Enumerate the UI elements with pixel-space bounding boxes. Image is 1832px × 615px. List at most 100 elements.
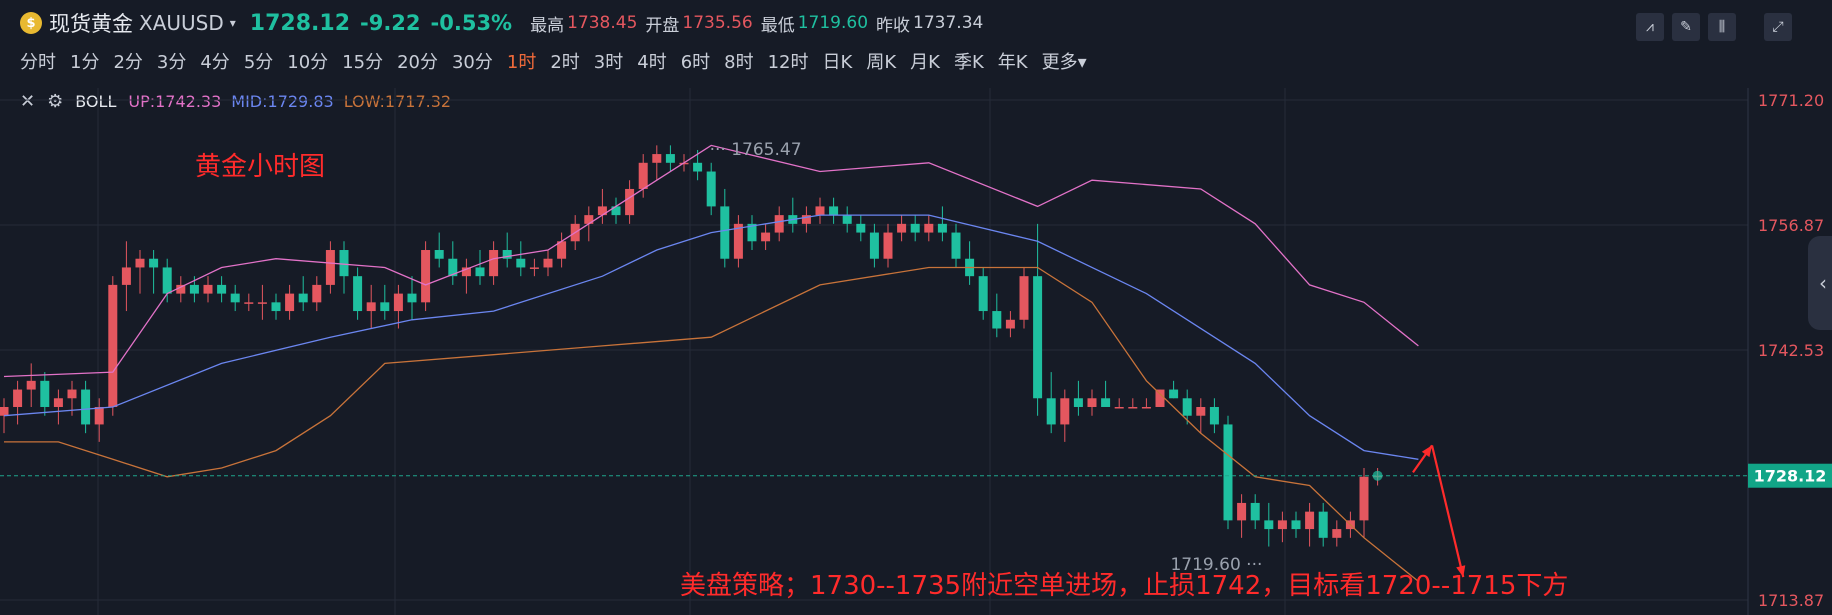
candle-body	[529, 267, 539, 269]
timeframe-tab[interactable]: 5分	[243, 52, 274, 73]
symbol-dropdown-icon[interactable]: ▾	[229, 16, 236, 30]
open-label: 开盘	[645, 15, 680, 36]
candle-body	[856, 223, 866, 233]
candle-style-icon[interactable]: ⫼	[1708, 13, 1736, 41]
current-price-dot	[1372, 470, 1383, 481]
gear-icon[interactable]: ⚙	[47, 90, 64, 112]
low-label: 最低	[760, 15, 795, 36]
candle-body	[271, 302, 281, 312]
candle-body	[665, 154, 675, 163]
chart-tools-icon[interactable]: ⩘	[1636, 13, 1664, 41]
current-price-tick: 1728.12	[1754, 467, 1827, 486]
candle-body	[978, 276, 988, 312]
boll-upper-line	[3, 144, 1419, 378]
price-change: -9.22	[360, 11, 421, 35]
boll-low-value: LOW:1717.32	[343, 91, 452, 111]
candle-body	[992, 311, 1002, 329]
timeframe-tab[interactable]: 1时	[506, 52, 537, 73]
candle-body	[475, 267, 485, 277]
candle-body	[829, 206, 839, 216]
down-arrow-head	[1456, 565, 1466, 578]
timeframe-bar: 分时 1分 2分 3分 4分 5分 10分 15分 20分 30分 1时 2时 3时 4时 6时 8时 12时日…	[20, 48, 1101, 74]
high-label: 最高	[530, 15, 565, 36]
candle-body	[638, 162, 648, 189]
side-panel-toggle-icon[interactable]: ‹	[1808, 236, 1832, 330]
candle-body	[1046, 398, 1056, 425]
quote-row: $ 现货黄金 XAUUSD ▾ 1728.12 -9.22 -0.53% 最高 …	[20, 8, 983, 38]
timeframe-tab[interactable]: 15分	[342, 52, 384, 73]
chart-title-annotation: 黄金小时图	[195, 152, 326, 182]
price-tick-label: 1713.87	[1758, 591, 1824, 610]
candle-body	[1305, 511, 1315, 530]
timeframe-tab[interactable]: 10分	[287, 52, 329, 73]
timeframe-tab[interactable]: 3分	[156, 52, 187, 73]
min-price-label: 1719.60 ···	[1170, 555, 1262, 575]
candle-body	[516, 258, 526, 268]
low-value: 1719.60	[797, 13, 869, 33]
candle-body	[149, 258, 159, 268]
timeframe-tab[interactable]: 年K	[997, 52, 1028, 73]
candle-body	[353, 276, 363, 312]
timeframe-tab[interactable]: 分时	[20, 52, 56, 73]
current-price-tag	[1748, 463, 1832, 488]
indicator-legend: ✕ ⚙ BOLL UP:1742.33 MID:1729.83 LOW:1717…	[20, 88, 451, 114]
timeframe-tab[interactable]: 日K	[822, 52, 853, 73]
timeframe-tab[interactable]: 周K	[866, 52, 897, 73]
candle-body	[625, 188, 635, 216]
candle-body	[448, 258, 458, 277]
candle-body	[26, 380, 36, 390]
timeframe-tab[interactable]: 1分	[70, 52, 100, 73]
boll-lower-line	[4, 266, 1419, 582]
timeframe-tab[interactable]: 30分	[451, 52, 493, 73]
timeframe-tab[interactable]: 4时	[637, 52, 667, 73]
timeframe-tab[interactable]: 3时	[593, 52, 624, 73]
candle-body	[1318, 511, 1328, 538]
candle-body	[421, 250, 431, 303]
timeframe-tab[interactable]: 2时	[550, 52, 580, 73]
candle-body	[801, 215, 811, 224]
candle-body	[652, 154, 662, 163]
candle-body	[1073, 398, 1083, 407]
strategy-annotation: 美盘策略；1730--1735附近空单进场，止损1742，目标看1720--17…	[680, 571, 1569, 601]
candle-body	[53, 398, 63, 407]
candle-body	[1237, 502, 1247, 521]
timeframe-tab[interactable]: 更多▾	[1041, 52, 1087, 73]
candle-body	[1196, 406, 1206, 416]
timeframe-tab[interactable]: 6时	[680, 52, 711, 73]
timeframe-tab[interactable]: 12时	[767, 52, 809, 73]
candle-body	[761, 232, 771, 242]
timeframe-tab[interactable]: 季K	[953, 52, 984, 73]
timeframe-tab[interactable]: 2分	[113, 52, 143, 73]
candle-body	[869, 232, 879, 259]
candle-body	[910, 223, 920, 233]
max-price-label: ··· 1765.47	[710, 140, 802, 160]
close-icon[interactable]: ✕	[20, 90, 36, 112]
indicator-name: BOLL	[75, 91, 117, 111]
candle-body	[1101, 398, 1111, 407]
candle-body	[203, 284, 213, 294]
candle-body	[733, 223, 743, 259]
header-bar: $ 现货黄金 XAUUSD ▾ 1728.12 -9.22 -0.53% 最高 …	[0, 0, 1792, 88]
fullscreen-icon[interactable]: ⤢	[1764, 13, 1792, 41]
candle-body	[584, 215, 594, 224]
candle-body	[94, 406, 104, 425]
timeframe-tab[interactable]: 20分	[397, 52, 438, 73]
candle-body	[1060, 398, 1070, 425]
boll-mid-line	[3, 214, 1419, 460]
candle-body	[897, 223, 907, 233]
candle-body	[883, 232, 893, 259]
candle-body	[1209, 406, 1219, 425]
price-chart[interactable]: ··· 1765.47 1719.60 ··· 1771.20 1756.87 1742…	[0, 88, 1832, 615]
timeframe-tab[interactable]: 4分	[200, 52, 230, 73]
candle-body	[747, 223, 757, 242]
timeframe-tab[interactable]: 月K	[910, 52, 940, 73]
candle-body	[0, 406, 9, 416]
candle-body	[407, 293, 417, 303]
timeframe-tab[interactable]: 8时	[724, 52, 754, 73]
instrument-symbol[interactable]: XAUUSD	[139, 11, 224, 35]
candle-body	[366, 302, 376, 312]
candle-body	[1277, 520, 1287, 530]
draw-pen-icon[interactable]: ✎	[1672, 13, 1700, 41]
candle-body	[1128, 406, 1138, 409]
candle-body	[720, 206, 730, 259]
